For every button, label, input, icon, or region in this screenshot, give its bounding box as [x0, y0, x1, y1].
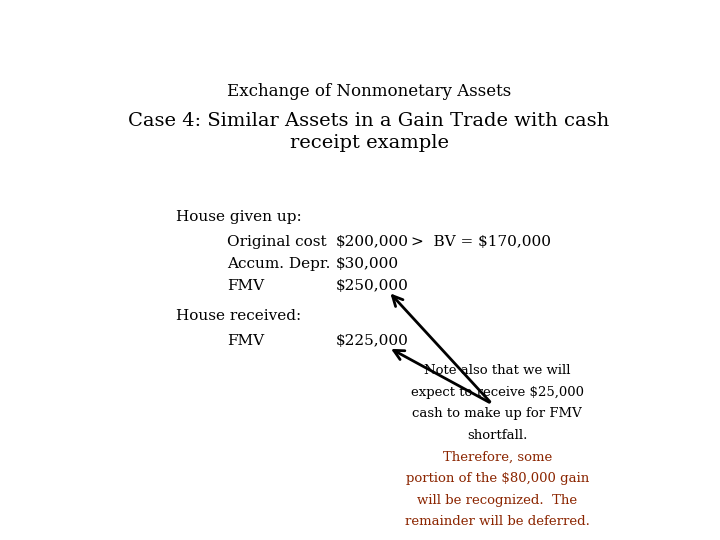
Text: portion of the $80,000 gain: portion of the $80,000 gain — [405, 472, 589, 485]
Text: Therefore, some: Therefore, some — [443, 450, 552, 463]
Text: Note also that we will: Note also that we will — [424, 364, 570, 377]
Text: $200,000: $200,000 — [336, 234, 408, 248]
Text: remainder will be deferred.: remainder will be deferred. — [405, 515, 590, 528]
Text: House given up:: House given up: — [176, 210, 302, 224]
Text: FMV: FMV — [227, 334, 264, 348]
Text: cash to make up for FMV: cash to make up for FMV — [413, 407, 582, 420]
Text: receipt example: receipt example — [289, 134, 449, 152]
Text: shortfall.: shortfall. — [467, 429, 528, 442]
Text: expect to receive $25,000: expect to receive $25,000 — [411, 386, 584, 399]
Text: Original cost: Original cost — [227, 234, 326, 248]
Text: >  BV = $170,000: > BV = $170,000 — [411, 234, 551, 248]
Text: Accum. Depr.: Accum. Depr. — [227, 256, 330, 271]
Text: FMV: FMV — [227, 279, 264, 293]
Text: will be recognized.  The: will be recognized. The — [418, 494, 577, 507]
Text: Case 4: Similar Assets in a Gain Trade with cash: Case 4: Similar Assets in a Gain Trade w… — [128, 112, 610, 130]
Text: $250,000: $250,000 — [336, 279, 408, 293]
Text: $225,000: $225,000 — [336, 334, 408, 348]
Text: House received:: House received: — [176, 309, 302, 323]
Text: Exchange of Nonmonetary Assets: Exchange of Nonmonetary Assets — [227, 83, 511, 100]
Text: $30,000: $30,000 — [336, 256, 399, 271]
